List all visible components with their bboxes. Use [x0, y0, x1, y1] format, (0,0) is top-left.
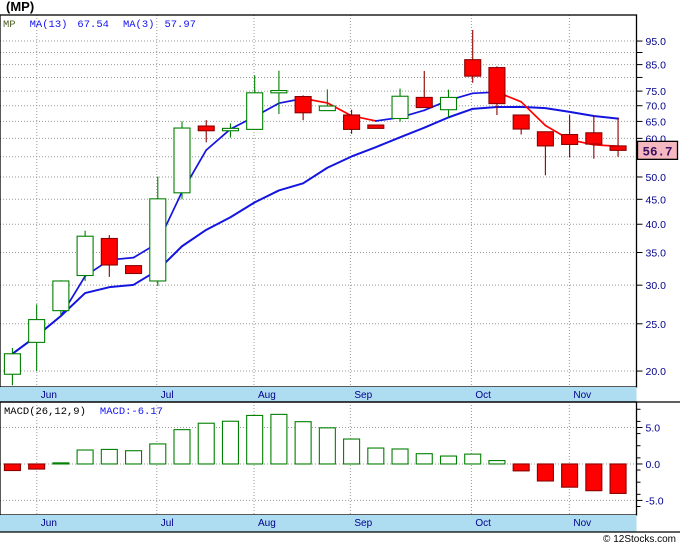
- svg-text:30.0: 30.0: [646, 280, 667, 292]
- svg-text:Aug: Aug: [258, 390, 276, 401]
- svg-text:-5.0: -5.0: [646, 495, 664, 507]
- svg-text:70.0: 70.0: [646, 101, 667, 113]
- svg-text:35.0: 35.0: [646, 248, 667, 260]
- svg-text:5.0: 5.0: [646, 423, 661, 435]
- svg-text:85.0: 85.0: [646, 60, 667, 72]
- svg-text:0.0: 0.0: [646, 459, 661, 471]
- svg-text:25.0: 25.0: [646, 319, 667, 331]
- svg-text:20.0: 20.0: [646, 366, 667, 378]
- svg-text:Aug: Aug: [258, 518, 276, 529]
- svg-text:Oct: Oct: [475, 518, 491, 529]
- svg-text:© 12Stocks.com: © 12Stocks.com: [603, 534, 676, 545]
- svg-text:(MP): (MP): [6, 0, 34, 14]
- svg-text:Jun: Jun: [41, 518, 57, 529]
- svg-text:56.7: 56.7: [642, 145, 672, 159]
- svg-text:Sep: Sep: [354, 390, 372, 401]
- svg-text:Oct: Oct: [475, 390, 491, 401]
- svg-text:Jul: Jul: [161, 518, 174, 529]
- svg-text:MACD(26,12,9)MACD:-6.17: MACD(26,12,9) MACD:-6.17: [4, 406, 163, 418]
- svg-text:45.0: 45.0: [646, 194, 667, 206]
- svg-text:Jun: Jun: [41, 390, 57, 401]
- svg-text:40.0: 40.0: [646, 219, 667, 231]
- svg-text:95.0: 95.0: [646, 36, 667, 48]
- svg-text:Nov: Nov: [573, 390, 591, 401]
- svg-text:Sep: Sep: [354, 518, 372, 529]
- svg-text:Nov: Nov: [573, 518, 591, 529]
- svg-text:65.0: 65.0: [646, 116, 667, 128]
- svg-text:75.0: 75.0: [646, 86, 667, 98]
- svg-text:50.0: 50.0: [646, 172, 667, 184]
- svg-text:Jul: Jul: [161, 390, 174, 401]
